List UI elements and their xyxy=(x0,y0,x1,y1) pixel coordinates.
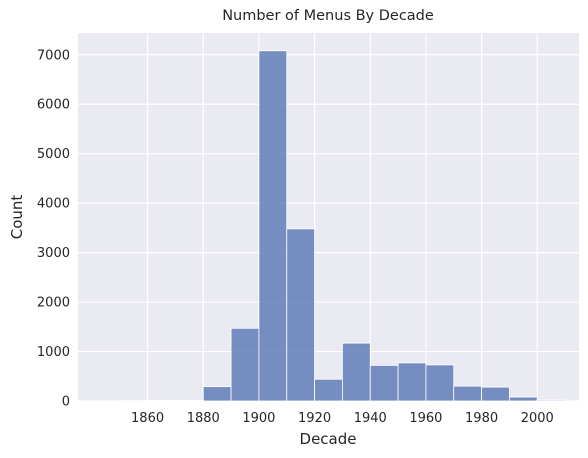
x-tick-label: 1960 xyxy=(409,411,442,426)
y-tick-label: 0 xyxy=(62,395,70,410)
histogram-bar xyxy=(536,399,566,402)
y-tick-label: 4000 xyxy=(37,197,70,212)
x-tick-labels: 1860 1880 1900 1920 1940 1960 1980 2000 xyxy=(131,411,554,426)
x-tick-label: 1980 xyxy=(465,411,498,426)
x-tick-label: 1860 xyxy=(131,411,164,426)
histogram-bar xyxy=(202,386,232,402)
histogram-bar xyxy=(258,50,288,402)
plot-background xyxy=(78,33,579,401)
histogram-bar xyxy=(230,327,260,402)
x-axis-label: Decade xyxy=(300,430,357,448)
histogram-bar xyxy=(175,399,204,402)
x-tick-label: 2000 xyxy=(521,411,554,426)
y-tick-label: 5000 xyxy=(37,147,70,162)
x-tick-label: 1880 xyxy=(187,411,220,426)
histogram-bar xyxy=(453,385,482,402)
histogram-bar xyxy=(397,362,427,402)
y-tick-label: 1000 xyxy=(37,345,70,360)
y-tick-label: 2000 xyxy=(37,296,70,311)
y-tick-label: 6000 xyxy=(37,98,70,113)
y-tick-label: 3000 xyxy=(37,246,70,261)
histogram-bar xyxy=(369,364,399,402)
histogram-bar xyxy=(425,364,455,402)
histogram-bar xyxy=(481,386,510,402)
histogram-bar xyxy=(509,396,538,402)
histogram-bar xyxy=(342,342,371,402)
y-tick-labels: 0 1000 2000 3000 4000 5000 6000 7000 xyxy=(37,48,70,409)
x-tick-label: 1920 xyxy=(298,411,331,426)
x-tick-label: 1900 xyxy=(242,411,275,426)
y-axis-label: Count xyxy=(8,195,26,240)
histogram-bar xyxy=(314,378,343,402)
bars xyxy=(91,50,566,402)
histogram-bar xyxy=(286,228,315,402)
chart-title: Number of Menus By Decade xyxy=(222,8,434,24)
grid-lines xyxy=(78,33,579,402)
y-tick-label: 7000 xyxy=(37,48,70,63)
x-tick-label: 1940 xyxy=(354,411,387,426)
